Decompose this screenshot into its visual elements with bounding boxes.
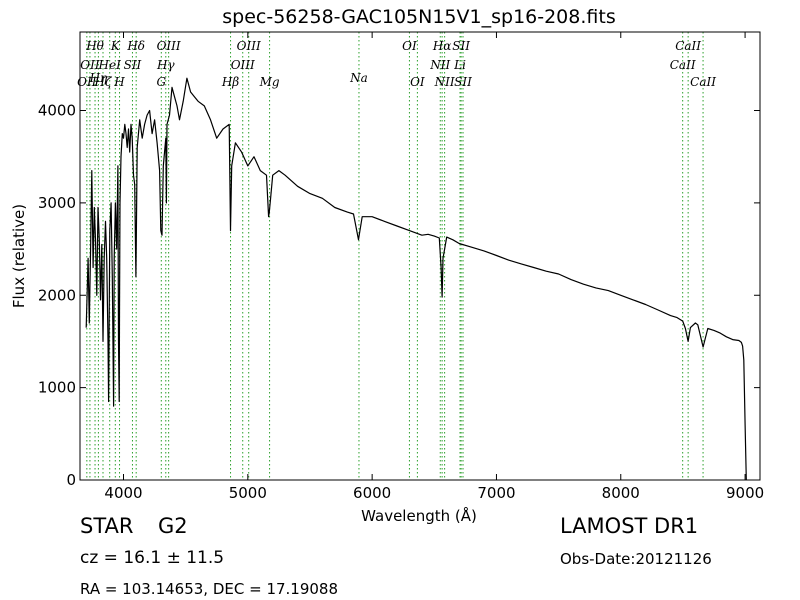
cz-error: ± 11.5 bbox=[166, 548, 225, 568]
y-axis-label: Flux (relative) bbox=[10, 204, 28, 308]
line-label-22: Hβ bbox=[221, 75, 239, 89]
line-label-0: Hθ bbox=[85, 39, 104, 53]
line-label-24: Na bbox=[349, 71, 368, 85]
survey-name: LAMOST DR1 bbox=[560, 514, 699, 538]
line-label-23: Mg bbox=[259, 75, 280, 89]
line-label-19: Hζ bbox=[94, 75, 113, 89]
x-tick-label-8000: 8000 bbox=[602, 484, 640, 502]
line-label-3: OIII bbox=[157, 39, 181, 53]
spectrum-line bbox=[85, 77, 747, 481]
line-label-7: SII bbox=[452, 39, 470, 53]
line-label-10: HeI bbox=[98, 58, 122, 72]
y-tick-label-3000: 3000 bbox=[38, 194, 76, 212]
line-label-4: OIII bbox=[237, 39, 261, 53]
emission-line-markers bbox=[86, 32, 704, 480]
line-label-8: CaII bbox=[675, 39, 701, 53]
line-label-9: OII bbox=[80, 58, 100, 72]
coordinates: RA = 103.14653, DEC = 17.19088 bbox=[80, 580, 339, 598]
line-label-18: OII bbox=[77, 75, 97, 89]
chart-title: spec-56258-GAC105N15V1_sp16-208.fits bbox=[222, 6, 615, 28]
redshift-cz: cz = 16.1 ± 11.5 bbox=[80, 548, 224, 568]
line-label-13: OIII bbox=[231, 58, 255, 72]
line-label-5: OI bbox=[402, 39, 417, 53]
axis-tick-labels: 4000 5000 6000 7000 8000 9000 0 1000 2000 3000 400… bbox=[38, 102, 764, 502]
observation-date: Obs-Date:20121126 bbox=[560, 550, 712, 568]
x-tick-label-9000: 9000 bbox=[726, 484, 764, 502]
y-tick-label-4000: 4000 bbox=[38, 102, 76, 120]
line-label-12: Hγ bbox=[156, 58, 175, 72]
line-label-16: CaII bbox=[670, 58, 696, 72]
line-label-20: H bbox=[113, 75, 125, 89]
line-label-28: CaII bbox=[690, 75, 716, 89]
x-tick-label-4000: 4000 bbox=[104, 484, 142, 502]
line-label-11: SII bbox=[124, 58, 142, 72]
line-label-15: Li bbox=[453, 58, 466, 72]
y-tick-label-0: 0 bbox=[66, 471, 76, 489]
line-label-2: Hδ bbox=[126, 39, 145, 53]
line-label-26: NII bbox=[434, 75, 455, 89]
spectrum-series bbox=[85, 77, 747, 481]
line-label-25: OI bbox=[410, 75, 425, 89]
plot-area-frame bbox=[79, 31, 761, 481]
x-tick-label-5000: 5000 bbox=[229, 484, 267, 502]
line-label-21: G bbox=[157, 75, 167, 89]
line-label-1: K bbox=[110, 39, 121, 53]
x-tick-label-7000: 7000 bbox=[477, 484, 515, 502]
object-subclass: G2 bbox=[158, 514, 188, 538]
line-label-27: SII bbox=[454, 75, 472, 89]
line-label-6: Hα bbox=[432, 39, 452, 53]
y-tick-label-1000: 1000 bbox=[38, 379, 76, 397]
axis-ticks bbox=[80, 32, 760, 481]
cz-value: cz = 16.1 bbox=[80, 548, 162, 568]
line-label-14: NII bbox=[429, 58, 450, 72]
line-label-17: Hη bbox=[89, 71, 108, 85]
x-axis-label: Wavelength (Å) bbox=[361, 506, 477, 525]
x-tick-label-6000: 6000 bbox=[353, 484, 391, 502]
object-class: STAR bbox=[80, 514, 134, 538]
y-tick-label-2000: 2000 bbox=[38, 286, 76, 304]
